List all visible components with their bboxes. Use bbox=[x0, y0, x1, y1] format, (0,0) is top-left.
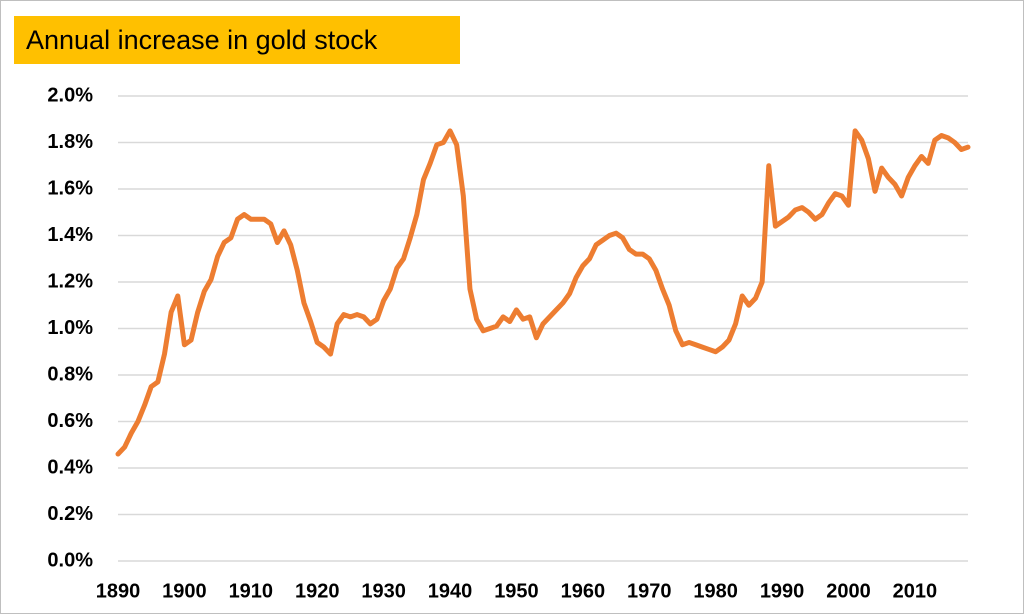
x-tick-label: 2010 bbox=[893, 580, 938, 602]
x-tick-label: 1920 bbox=[295, 580, 340, 602]
y-tick-label: 0.8% bbox=[47, 363, 93, 385]
plot bbox=[115, 128, 971, 457]
grid bbox=[118, 95, 968, 562]
x-tick-label: 1990 bbox=[760, 580, 805, 602]
y-tick-label: 1.4% bbox=[47, 224, 93, 246]
x-tick-label: 1910 bbox=[229, 580, 274, 602]
y-tick-label: 2.0% bbox=[47, 84, 93, 106]
x-tick-label: 1900 bbox=[162, 580, 207, 602]
x-tick-label: 1940 bbox=[428, 580, 473, 602]
x-tick-label: 2000 bbox=[826, 580, 871, 602]
x-tick-label: 1970 bbox=[627, 580, 672, 602]
y-tick-label: 1.2% bbox=[47, 270, 93, 292]
y-tick-label: 1.6% bbox=[47, 177, 93, 199]
x-tick-label: 1950 bbox=[494, 580, 539, 602]
y-tick-label: 0.4% bbox=[47, 456, 93, 478]
y-tick-label: 1.8% bbox=[47, 131, 93, 153]
chart-title: Annual increase in gold stock bbox=[26, 25, 378, 55]
title-box bbox=[14, 16, 460, 64]
data-line bbox=[115, 128, 971, 457]
y-tick-label: 0.0% bbox=[47, 549, 93, 571]
x-tick-label: 1930 bbox=[361, 580, 406, 602]
x-tick-label: 1980 bbox=[693, 580, 738, 602]
x-tick-label: 1960 bbox=[561, 580, 606, 602]
y-tick-label: 0.6% bbox=[47, 410, 93, 432]
y-tick-label: 1.0% bbox=[47, 317, 93, 339]
y-tick-label: 0.2% bbox=[47, 503, 93, 525]
x-tick-label: 1890 bbox=[96, 580, 141, 602]
